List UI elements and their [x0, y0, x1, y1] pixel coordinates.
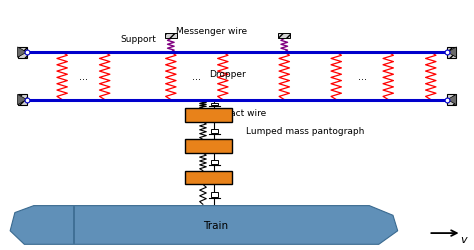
Bar	[447, 94, 456, 106]
Bar	[210, 104, 218, 106]
Polygon shape	[18, 48, 27, 58]
Polygon shape	[18, 95, 27, 105]
Bar	[210, 129, 218, 134]
Text: ...: ...	[358, 72, 367, 82]
Text: Train: Train	[203, 220, 228, 230]
Polygon shape	[447, 48, 456, 58]
Bar	[447, 47, 456, 58]
Bar	[18, 47, 27, 58]
Bar	[210, 160, 218, 164]
Text: v: v	[460, 234, 467, 244]
Text: ...: ...	[79, 72, 88, 82]
Bar	[18, 94, 27, 106]
Polygon shape	[447, 95, 456, 105]
Text: Lumped mass pantograph: Lumped mass pantograph	[246, 127, 365, 136]
Bar	[165, 34, 177, 39]
Text: Contact wire: Contact wire	[209, 109, 266, 118]
Text: Messenger wire: Messenger wire	[175, 27, 246, 36]
Polygon shape	[10, 206, 398, 244]
Text: ...: ...	[192, 72, 201, 82]
Bar	[185, 171, 232, 185]
Text: Support: Support	[121, 35, 156, 44]
Bar	[278, 34, 290, 39]
Text: Dropper: Dropper	[209, 70, 246, 78]
Bar	[185, 109, 232, 122]
Bar	[210, 192, 218, 197]
Bar	[185, 140, 232, 153]
